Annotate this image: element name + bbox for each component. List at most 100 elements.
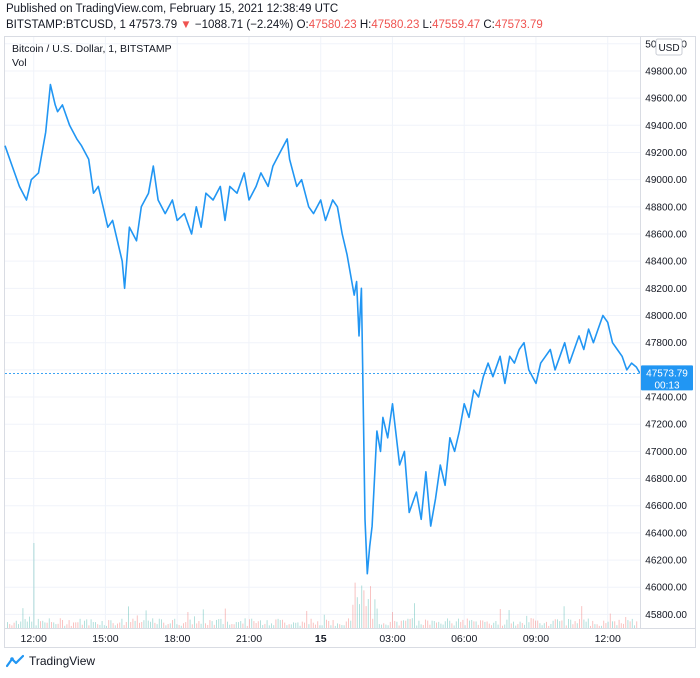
volume-bar bbox=[70, 625, 72, 628]
tradingview-logo[interactable]: TradingView bbox=[6, 654, 95, 668]
volume-bar bbox=[81, 624, 83, 628]
volume-bar bbox=[178, 624, 180, 628]
volume-bar bbox=[224, 608, 226, 628]
currency-button[interactable]: USD bbox=[655, 38, 683, 56]
volume-bar bbox=[268, 625, 270, 628]
volume-bar bbox=[614, 621, 616, 628]
volume-bar bbox=[354, 582, 356, 628]
volume-bar bbox=[187, 612, 189, 628]
price-axis[interactable]: 45800.00 46000.00 46200.00 46400.00 46600.00… bbox=[645, 39, 687, 621]
volume-bar bbox=[499, 609, 501, 628]
volume-bar bbox=[323, 614, 325, 628]
volume-bar bbox=[257, 621, 259, 628]
volume-bar bbox=[301, 621, 303, 628]
volume-bar bbox=[75, 622, 77, 628]
volume-bar bbox=[552, 620, 554, 628]
price-tag-countdown: 00:13 bbox=[654, 380, 679, 391]
volume-bar bbox=[458, 618, 459, 628]
volume-bar bbox=[62, 620, 63, 628]
volume-bar bbox=[548, 625, 550, 628]
volume-bar bbox=[244, 618, 246, 628]
volume-bar bbox=[508, 610, 510, 628]
time-axis[interactable]: 12:00 15:00 18:00 21:00 15 03:00 06:00 09:00 12:… bbox=[21, 633, 621, 645]
volume-bar bbox=[576, 623, 578, 628]
volume-bar bbox=[425, 619, 426, 628]
volume-bar bbox=[218, 619, 220, 628]
volume-bar bbox=[563, 606, 565, 628]
volume-bar bbox=[297, 622, 299, 628]
volume-bar bbox=[130, 622, 132, 628]
volume-bar bbox=[108, 620, 110, 628]
volume-bar bbox=[79, 618, 81, 628]
volume-bar bbox=[200, 623, 202, 628]
volume-bar bbox=[277, 618, 279, 628]
volume-bar bbox=[462, 619, 464, 628]
volume-bar bbox=[517, 624, 519, 628]
volume-bar bbox=[249, 619, 250, 628]
volume-bar bbox=[469, 620, 470, 628]
volume-bar bbox=[103, 625, 105, 628]
volume-bar bbox=[550, 624, 552, 628]
volume-bar bbox=[112, 623, 114, 628]
volume-bar bbox=[466, 618, 468, 628]
volume-bar bbox=[372, 618, 374, 628]
volume-bar bbox=[341, 625, 343, 628]
volume-bar bbox=[328, 620, 330, 628]
volume-bar bbox=[546, 621, 547, 628]
volume-bar bbox=[477, 624, 479, 628]
volume-bar bbox=[121, 618, 123, 628]
volume-bar bbox=[596, 624, 598, 628]
volume-bar bbox=[242, 623, 244, 628]
volume-bar bbox=[279, 620, 281, 628]
volume-bar bbox=[117, 623, 118, 628]
time-tick-label: 21:00 bbox=[236, 633, 262, 645]
volume-bar bbox=[240, 621, 242, 628]
price-line bbox=[4, 83, 641, 575]
volume-bar bbox=[55, 624, 57, 628]
volume-bar bbox=[9, 624, 11, 628]
legend-title: Bitcoin / U.S. Dollar, 1, BITSTAMP bbox=[12, 43, 172, 55]
volume-bar bbox=[570, 619, 572, 628]
volume-bar bbox=[334, 625, 336, 628]
volume-bar bbox=[515, 625, 517, 628]
volume-bar bbox=[631, 618, 633, 628]
volume-bar bbox=[293, 622, 294, 628]
volume-bar bbox=[101, 621, 103, 628]
volume-bar bbox=[46, 622, 48, 628]
volume-bar bbox=[88, 625, 90, 628]
volume-bar bbox=[134, 620, 136, 628]
price-tick-label: 49200.00 bbox=[645, 148, 687, 159]
time-tick-label: 18:00 bbox=[164, 633, 190, 645]
volume-bar bbox=[220, 618, 222, 628]
volume-bar bbox=[365, 606, 367, 628]
volume-bar bbox=[42, 620, 44, 628]
volume-bar bbox=[625, 617, 627, 628]
volume-bar bbox=[332, 620, 334, 628]
volume-bar bbox=[387, 625, 389, 628]
price-tick-label: 49800.00 bbox=[645, 66, 687, 77]
volume-bar bbox=[163, 622, 165, 628]
volume-bar bbox=[636, 621, 638, 628]
volume-bar bbox=[486, 621, 488, 628]
close-value: 47573.79 bbox=[494, 19, 543, 31]
volume-bar bbox=[253, 621, 255, 628]
volume-bar bbox=[286, 625, 288, 628]
volume-bar bbox=[66, 624, 68, 628]
volume-bar bbox=[359, 604, 360, 628]
price-tick-label: 49600.00 bbox=[645, 94, 687, 105]
volume-bar bbox=[251, 618, 253, 628]
volume-bar bbox=[95, 622, 96, 628]
volume-bar bbox=[174, 618, 176, 628]
volume-bar bbox=[26, 621, 28, 628]
volume-bar bbox=[618, 619, 620, 628]
volume-bar bbox=[260, 620, 261, 628]
volume-bar bbox=[374, 599, 376, 628]
volume-bar bbox=[44, 622, 46, 628]
volume-bar bbox=[535, 620, 536, 628]
volume-bar bbox=[607, 621, 609, 628]
volume-bar bbox=[235, 622, 237, 628]
volume-bar bbox=[378, 624, 380, 628]
volume-bar bbox=[480, 620, 481, 628]
volume-bar bbox=[376, 608, 378, 628]
